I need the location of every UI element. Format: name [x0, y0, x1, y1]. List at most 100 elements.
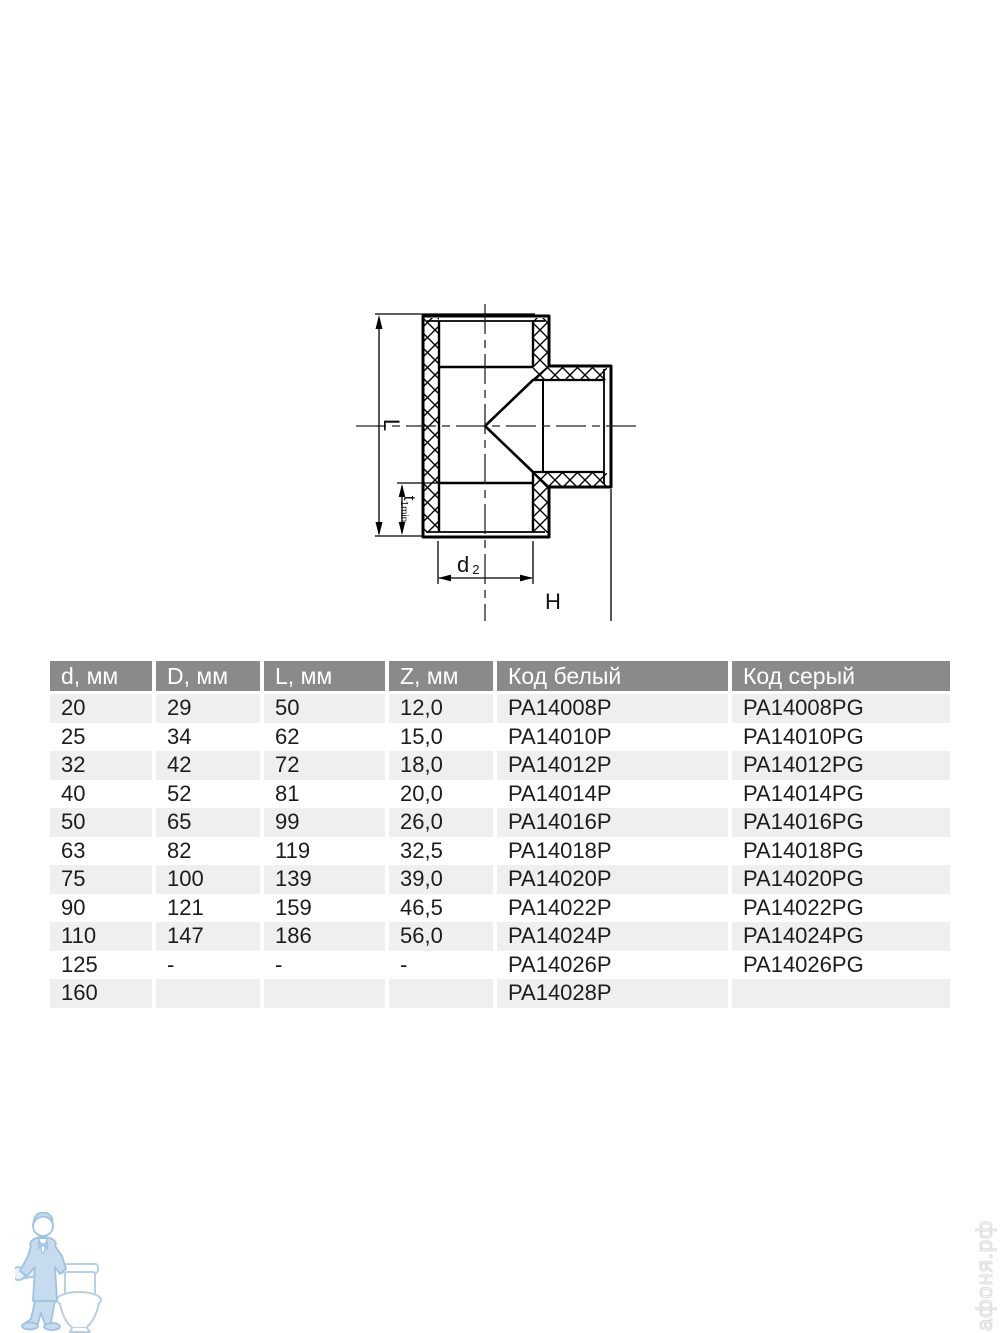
table-cell: PA14026P: [493, 950, 728, 979]
table-cell: 121: [152, 893, 260, 922]
spec-table-header: d, мм D, мм L, мм Z, мм Код белый Код се…: [50, 661, 950, 694]
table-cell: 20,0: [385, 779, 493, 808]
table-cell: 46,5: [385, 893, 493, 922]
table-cell: PA14010P: [493, 722, 728, 751]
table-cell: PA14022P: [493, 893, 728, 922]
table-cell: 50: [260, 694, 385, 723]
table-row: 90 121 159 46,5 PA14022P PA14022PG: [50, 893, 950, 922]
col-header-d: d, мм: [50, 661, 152, 694]
table-cell: PA14022PG: [728, 893, 950, 922]
table-cell: 12,0: [385, 694, 493, 723]
table-cell: [260, 979, 385, 1008]
table-cell: 39,0: [385, 865, 493, 894]
table-cell: 125: [50, 950, 152, 979]
table-row: 50 65 99 26,0 PA14016P PA14016PG: [50, 808, 950, 837]
table-cell: 90: [50, 893, 152, 922]
fitting-outer-outline: [421, 314, 613, 539]
plumber-logo: [15, 1212, 102, 1333]
table-cell: 99: [260, 808, 385, 837]
table-cell: PA14010PG: [728, 722, 950, 751]
table-cell: PA14024PG: [728, 922, 950, 951]
col-header-code-white: Код белый: [493, 661, 728, 694]
table-cell: 29: [152, 694, 260, 723]
table-cell: 147: [152, 922, 260, 951]
table-cell: PA14018P: [493, 836, 728, 865]
table-row: 20 29 50 12,0 PA14008P PA14008PG: [50, 694, 950, 723]
table-cell: 50: [50, 808, 152, 837]
spec-table: d, мм D, мм L, мм Z, мм Код белый Код се…: [50, 661, 950, 1008]
col-header-Z: Z, мм: [385, 661, 493, 694]
table-cell: PA14014PG: [728, 779, 950, 808]
table-cell: PA14014P: [493, 779, 728, 808]
table-cell: 75: [50, 865, 152, 894]
table-row: 32 42 72 18,0 PA14012P PA14012PG: [50, 751, 950, 780]
fitting-inner-lines: [427, 320, 605, 533]
table-cell: PA14008PG: [728, 694, 950, 723]
plumber-figure: [19, 1212, 67, 1331]
table-cell: 62: [260, 722, 385, 751]
col-header-D: D, мм: [152, 661, 260, 694]
table-cell: 34: [152, 722, 260, 751]
table-cell: PA14020P: [493, 865, 728, 894]
table-cell: [728, 979, 950, 1008]
table-cell: 110: [50, 922, 152, 951]
table-cell: 63: [50, 836, 152, 865]
dim-label-H: H: [545, 589, 561, 614]
table-row: 110 147 186 56,0 PA14024P PA14024PG: [50, 922, 950, 951]
site-watermark: афоня.рф: [971, 1219, 997, 1331]
centerlines: [356, 304, 640, 621]
dim-label-t1min: t1min: [398, 496, 419, 522]
dim-label-L: L: [379, 419, 404, 431]
table-cell: 159: [260, 893, 385, 922]
table-cell: PA14012P: [493, 751, 728, 780]
table-cell: 81: [260, 779, 385, 808]
table-cell: 65: [152, 808, 260, 837]
table-row: 125 - - - PA14026P PA14026PG: [50, 950, 950, 979]
toilet-drawing: [56, 1263, 102, 1333]
dimension-lines: [375, 313, 612, 621]
table-cell: 42: [152, 751, 260, 780]
col-header-code-gray: Код серый: [728, 661, 950, 694]
table-cell: 186: [260, 922, 385, 951]
table-row: 160 PA14028P: [50, 979, 950, 1008]
table-cell: 25: [50, 722, 152, 751]
table-cell: 32: [50, 751, 152, 780]
table-cell: PA14026PG: [728, 950, 950, 979]
table-row: 40 52 81 20,0 PA14014P PA14014PG: [50, 779, 950, 808]
table-cell: PA14016PG: [728, 808, 950, 837]
table-cell: PA14012PG: [728, 751, 950, 780]
table-cell: 119: [260, 836, 385, 865]
table-body: 20 29 50 12,0 PA14008P PA14008PG 25 34 6…: [50, 694, 950, 1008]
table-cell: PA14018PG: [728, 836, 950, 865]
table-cell: -: [260, 950, 385, 979]
col-header-L: L, мм: [260, 661, 385, 694]
table-cell: 15,0: [385, 722, 493, 751]
table-cell: 52: [152, 779, 260, 808]
table-cell: PA14008P: [493, 694, 728, 723]
table-cell: 32,5: [385, 836, 493, 865]
table-cell: [385, 979, 493, 1008]
table-row: 75 100 139 39,0 PA14020P PA14020PG: [50, 865, 950, 894]
header-row: d, мм D, мм L, мм Z, мм Код белый Код се…: [50, 661, 950, 694]
table-cell: -: [152, 950, 260, 979]
table-cell: PA14016P: [493, 808, 728, 837]
table-row: 25 34 62 15,0 PA14010P PA14010PG: [50, 722, 950, 751]
table-cell: 40: [50, 779, 152, 808]
table-cell: 26,0: [385, 808, 493, 837]
table-cell: 100: [152, 865, 260, 894]
table-cell: PA14028P: [493, 979, 728, 1008]
table-cell: -: [385, 950, 493, 979]
table-cell: 18,0: [385, 751, 493, 780]
table-cell: 56,0: [385, 922, 493, 951]
table-cell: [152, 979, 260, 1008]
table-cell: 139: [260, 865, 385, 894]
table-cell: 82: [152, 836, 260, 865]
table-cell: 160: [50, 979, 152, 1008]
table-cell: PA14020PG: [728, 865, 950, 894]
table-cell: PA14024P: [493, 922, 728, 951]
table-row: 63 82 119 32,5 PA14018P PA14018PG: [50, 836, 950, 865]
table-cell: 20: [50, 694, 152, 723]
dimension-arrowheads: [375, 315, 533, 582]
